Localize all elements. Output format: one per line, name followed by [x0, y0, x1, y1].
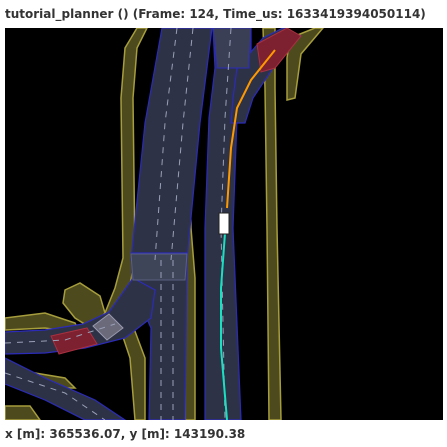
- planned-path: [226, 49, 276, 209]
- driven-path: [220, 232, 228, 420]
- cursor-coordinates: x [m]: 365536.07, y [m]: 143190.38: [5, 426, 246, 441]
- intersection-area: [130, 253, 188, 281]
- crosswalk-grey: [92, 313, 124, 341]
- upper-intersection-area: [212, 28, 252, 69]
- window-title: tutorial_planner () (Frame: 124, Time_us…: [5, 7, 426, 21]
- map-viewport[interactable]: [5, 28, 443, 420]
- ego-vehicle[interactable]: [218, 212, 230, 235]
- title-bar: tutorial_planner () (Frame: 124, Time_us…: [0, 0, 447, 28]
- lane-dividers: [5, 28, 232, 420]
- status-bar: x [m]: 365536.07, y [m]: 143190.38: [0, 420, 447, 447]
